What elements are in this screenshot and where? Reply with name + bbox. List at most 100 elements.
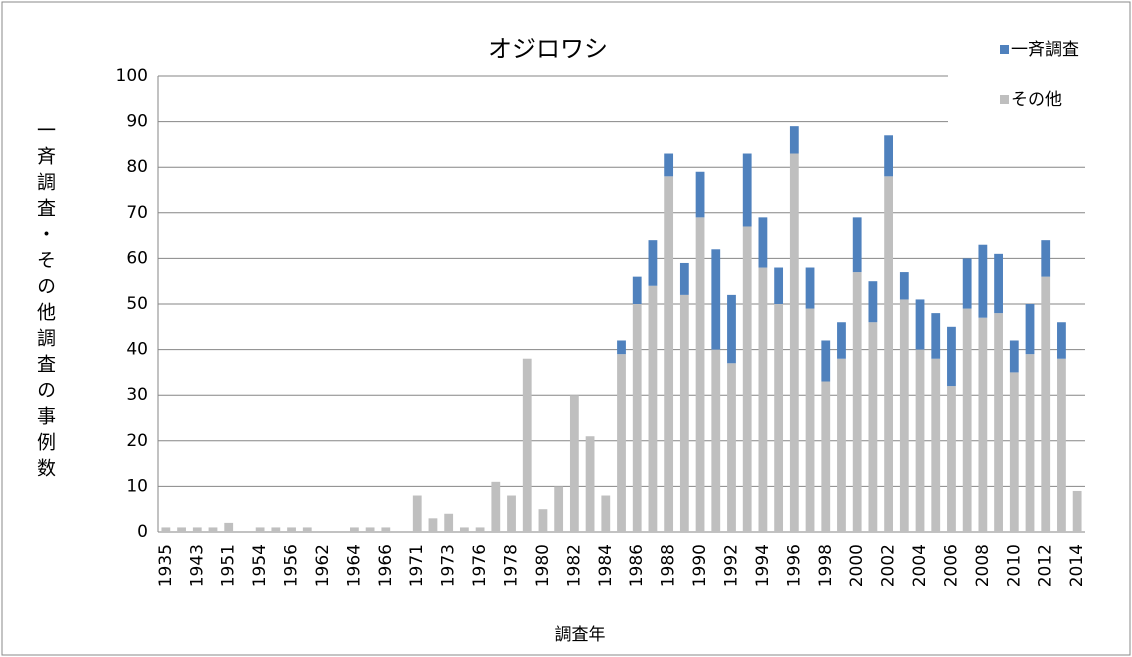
bar	[1057, 358, 1066, 532]
bar	[868, 322, 878, 532]
x-tick-label: 1971	[407, 544, 427, 587]
bar	[947, 386, 956, 532]
y-tick-label: 60	[126, 248, 148, 268]
bar	[994, 313, 1003, 532]
x-tick-label: 2012	[1036, 544, 1056, 587]
bar	[805, 267, 815, 309]
bar	[349, 527, 359, 532]
bar	[192, 527, 202, 532]
bar	[632, 304, 642, 532]
x-tick-label: 1976	[470, 544, 490, 587]
bar	[569, 395, 579, 532]
x-tick-label: 1962	[313, 544, 333, 587]
bar	[899, 272, 909, 300]
x-tick-label: 1998	[816, 544, 836, 587]
bar	[161, 527, 171, 532]
y-tick-label: 10	[126, 476, 148, 496]
bar	[962, 258, 972, 309]
y-tick-label: 20	[126, 431, 148, 451]
y-tick-label: 40	[126, 340, 148, 360]
bar	[365, 527, 375, 532]
bar	[585, 436, 595, 532]
bar	[962, 308, 972, 532]
y-tick-label: 90	[126, 112, 148, 132]
bar	[255, 527, 265, 532]
x-tick-label: 1966	[376, 544, 396, 587]
bar	[868, 281, 878, 323]
bar	[711, 249, 721, 350]
bar	[852, 217, 862, 273]
x-tick-label: 1964	[344, 544, 364, 587]
bar	[177, 527, 186, 532]
x-tick-label: 2014	[1067, 544, 1087, 587]
bar	[287, 527, 296, 532]
bar	[1057, 322, 1066, 359]
bar	[931, 358, 941, 532]
bar	[789, 153, 799, 532]
x-tick-label: 1980	[533, 544, 553, 587]
bar	[224, 522, 234, 532]
bar	[632, 276, 642, 304]
bar	[459, 527, 469, 532]
bar	[617, 354, 626, 532]
bar	[664, 153, 674, 177]
x-tick-label: 1943	[187, 544, 207, 587]
bar	[1041, 240, 1051, 277]
legend-box	[948, 30, 1123, 130]
bar	[774, 304, 784, 532]
bar	[1009, 340, 1019, 373]
x-tick-label: 1990	[690, 544, 710, 587]
y-tick-label: 100	[116, 66, 148, 86]
legend-swatch	[1000, 45, 1009, 54]
x-axis-title: 調査年	[555, 625, 606, 645]
bar	[915, 349, 925, 532]
bar	[899, 299, 909, 532]
x-tick-label: 1956	[282, 544, 302, 587]
bar	[994, 253, 1003, 314]
bar	[931, 313, 941, 359]
x-tick-label: 1988	[659, 544, 679, 587]
bar	[601, 495, 611, 532]
bar	[758, 217, 768, 268]
x-tick-label: 1951	[219, 544, 239, 587]
x-tick-label: 2000	[847, 544, 867, 587]
x-tick-label: 2010	[1004, 544, 1024, 587]
x-tick-label: 2004	[910, 544, 930, 587]
bar	[742, 226, 752, 533]
bar	[884, 176, 894, 532]
x-tick-label: 1996	[784, 544, 804, 587]
bar	[412, 495, 422, 532]
bar	[428, 518, 438, 532]
x-tick-label: 1984	[596, 544, 616, 587]
bar	[491, 481, 501, 532]
y-tick-label: 50	[126, 294, 148, 314]
bar	[884, 135, 894, 177]
bar	[727, 363, 736, 532]
bar	[271, 527, 281, 532]
bar	[821, 340, 831, 382]
bar	[444, 513, 454, 532]
y-tick-label: 0	[137, 522, 148, 542]
x-tick-label: 1994	[753, 544, 773, 587]
bar	[821, 381, 831, 532]
x-tick-label: 1992	[721, 544, 741, 587]
y-tick-label: 70	[126, 203, 148, 223]
x-tick-label: 1986	[627, 544, 647, 587]
bar	[538, 509, 548, 532]
bar	[475, 527, 485, 532]
bar	[507, 495, 516, 532]
bar	[664, 176, 674, 532]
bar	[915, 299, 925, 350]
bar	[1025, 304, 1035, 355]
bar	[758, 267, 768, 532]
bar	[805, 308, 815, 532]
bar	[679, 262, 689, 295]
bar	[522, 358, 532, 532]
bar	[711, 349, 721, 532]
x-tick-label: 2002	[879, 544, 899, 587]
x-tick-label: 1978	[502, 544, 522, 587]
legend-label: その他	[1011, 90, 1062, 110]
bar	[727, 294, 736, 364]
